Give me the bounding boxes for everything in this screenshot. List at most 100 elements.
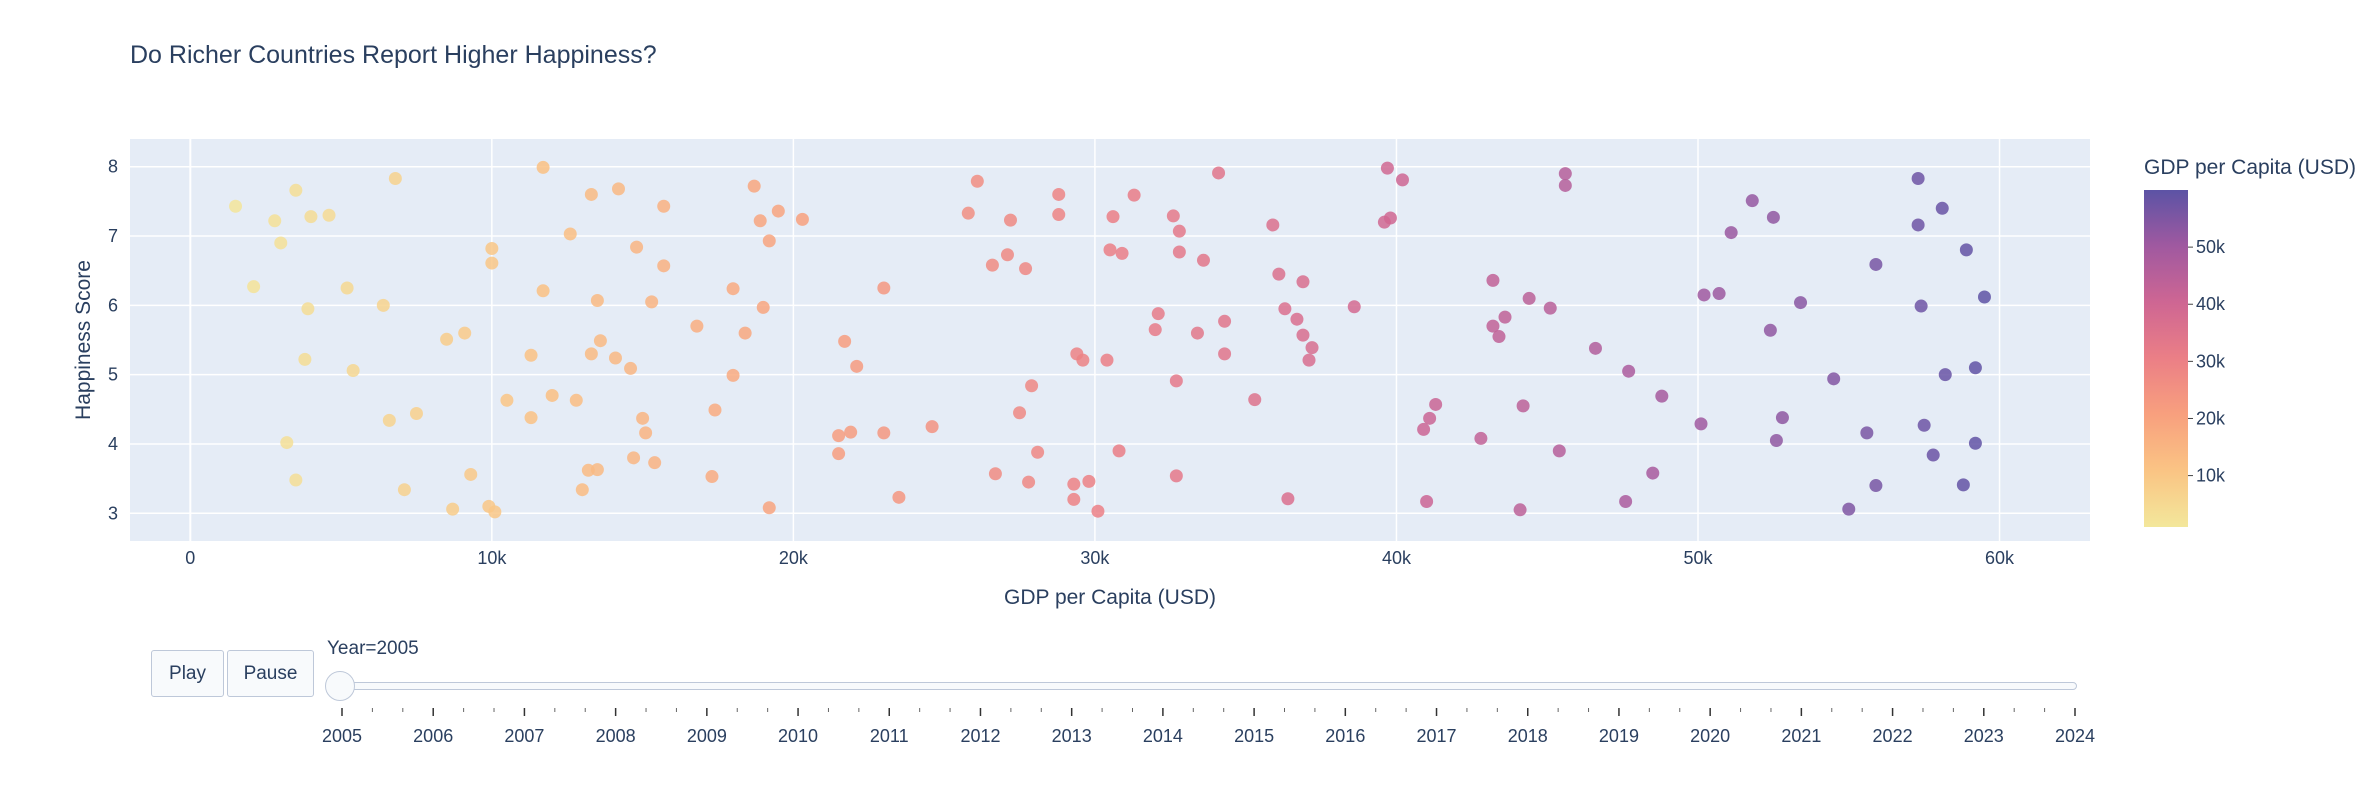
data-point (340, 281, 354, 295)
slider-tick-label: 2016 (1325, 726, 1365, 746)
data-point (988, 467, 1002, 481)
data-point (1474, 431, 1488, 445)
y-tick-label: 5 (108, 365, 118, 385)
x-axis: 0 10k 20k 30k 40k 50k 60k (185, 548, 2015, 568)
colorbar-tick-label: 20k (2196, 408, 2226, 428)
data-point (1622, 364, 1636, 378)
data-point (1968, 436, 1982, 450)
data-point (1127, 188, 1141, 202)
data-point (1498, 310, 1512, 324)
data-point (388, 172, 402, 186)
x-tick-label: 10k (477, 548, 507, 568)
data-point (1869, 257, 1883, 271)
data-point (1763, 323, 1777, 337)
data-point (1911, 172, 1925, 186)
data-point (1395, 173, 1409, 187)
slider-tick-label: 2018 (1508, 726, 1548, 746)
play-button[interactable]: Play (151, 650, 224, 697)
data-point (1383, 211, 1397, 225)
data-point (771, 204, 785, 218)
data-point (304, 210, 318, 224)
data-point (382, 413, 396, 427)
data-point (1278, 302, 1292, 316)
data-point (1827, 372, 1841, 386)
data-point (1646, 466, 1660, 480)
data-point (268, 214, 282, 228)
data-point (624, 361, 638, 375)
data-point (280, 436, 294, 450)
colorbar-tick-label: 10k (2196, 466, 2226, 486)
data-point (1486, 273, 1500, 287)
data-point (844, 425, 858, 439)
data-point (1794, 296, 1808, 310)
data-point (970, 174, 984, 188)
data-point (961, 206, 975, 220)
data-point (485, 242, 499, 256)
slider-ticks: 2005 2006 2007 2008 2009 2010 2011 2012 2013 2014… (322, 708, 2095, 746)
data-point (892, 490, 906, 504)
data-point (1513, 503, 1527, 517)
slider-tick-label: 2010 (778, 726, 818, 746)
slider-tick-label: 2013 (1052, 726, 1092, 746)
data-point (753, 214, 767, 228)
pause-button[interactable]: Pause (227, 650, 314, 697)
data-point (1745, 194, 1759, 208)
chart-title: Do Richer Countries Report Higher Happin… (130, 41, 657, 69)
data-point (464, 467, 478, 481)
slider-tick-label: 2023 (1964, 726, 2004, 746)
data-point (1935, 201, 1949, 215)
data-point (1025, 379, 1039, 393)
y-tick-label: 7 (108, 226, 118, 246)
x-tick-label: 30k (1080, 548, 1110, 568)
data-point (1266, 218, 1280, 232)
data-point (1169, 374, 1183, 388)
data-point (590, 293, 604, 307)
colorbar-title: GDP per Capita (USD) (2144, 156, 2356, 179)
colorbar-tick-label: 30k (2196, 351, 2226, 371)
data-point (747, 179, 761, 193)
data-point (563, 227, 577, 241)
data-point (608, 351, 622, 365)
data-point (1956, 478, 1970, 492)
data-point (458, 326, 472, 340)
data-point (1172, 224, 1186, 238)
data-point (446, 502, 460, 516)
plot-area (130, 139, 2090, 541)
data-point (1959, 243, 1973, 257)
colorbar-ticks: 10k 20k 30k 40k 50k (2188, 237, 2226, 486)
data-point (569, 393, 583, 407)
data-point (1522, 291, 1536, 305)
data-point (1218, 314, 1232, 328)
slider-tick-label: 2009 (687, 726, 727, 746)
data-point (985, 258, 999, 272)
slider-tick-label: 2014 (1143, 726, 1183, 746)
data-point (584, 187, 598, 201)
data-point (1926, 448, 1940, 462)
data-point (289, 183, 303, 197)
data-point (1218, 347, 1232, 361)
data-point (1697, 288, 1711, 302)
slider-tick-label: 2008 (596, 726, 636, 746)
data-point (488, 505, 502, 519)
data-point (1552, 444, 1566, 458)
data-point (1296, 275, 1310, 289)
data-point (1212, 166, 1226, 180)
data-point (1196, 253, 1210, 267)
data-point (485, 256, 499, 270)
y-axis: 3 4 5 6 7 8 (108, 157, 118, 524)
x-tick-label: 20k (779, 548, 809, 568)
slider-current-value: Year=2005 (327, 638, 419, 659)
data-points (229, 160, 1991, 519)
year-slider-track[interactable] (327, 682, 2077, 690)
slider-tick-label: 2017 (1417, 726, 1457, 746)
data-point (1169, 469, 1183, 483)
data-point (1115, 246, 1129, 260)
data-point (1486, 319, 1500, 333)
x-tick-label: 40k (1382, 548, 1412, 568)
year-slider-handle[interactable] (325, 671, 355, 701)
y-tick-label: 8 (108, 157, 118, 177)
data-point (832, 429, 846, 443)
data-point (1052, 208, 1066, 222)
data-point (850, 359, 864, 373)
